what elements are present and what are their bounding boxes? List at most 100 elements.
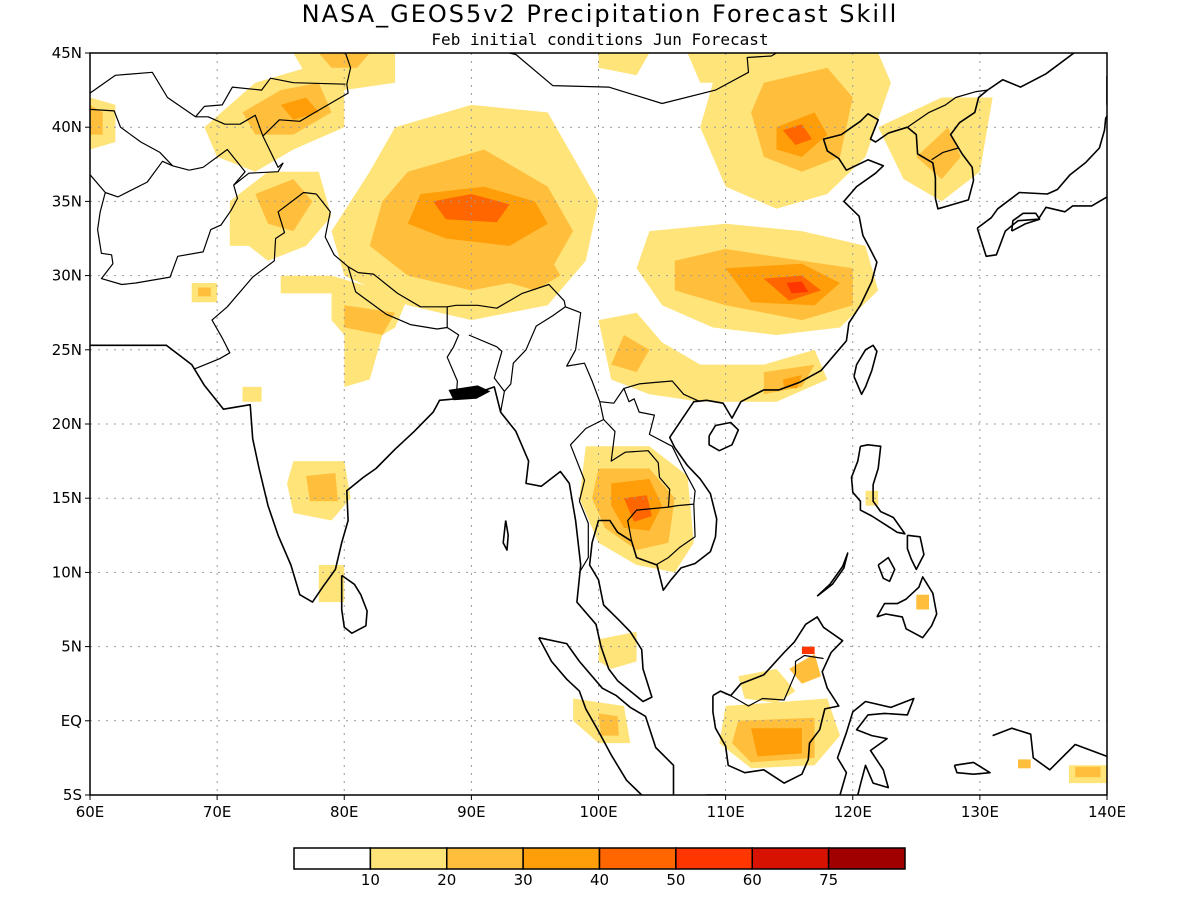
- skill-area-borneo-4: [789, 654, 821, 684]
- skill-area-philippines-indonesia-spots-1: [916, 594, 929, 610]
- coastline-sulawesi: [836, 697, 915, 795]
- skill-area-malay-sumatra-0: [598, 631, 637, 669]
- skill-area-philippines-indonesia-spots-3: [1075, 766, 1101, 778]
- colorbar-label: 60: [743, 871, 762, 889]
- border-laos-vietnam: [623, 388, 696, 508]
- country-borders-layer: [90, 53, 988, 707]
- skill-area-deccan-1: [306, 473, 338, 502]
- skill-area-kazakh-north-0: [293, 53, 396, 91]
- coastline-hainan: [708, 421, 740, 452]
- coastline-hokkaido: [1106, 75, 1107, 105]
- colorbar-swatch-5: [675, 847, 753, 870]
- lat-tick-label: 45N: [52, 44, 82, 62]
- map-subtitle: Feb initial conditions Jun Forecast: [431, 30, 768, 49]
- skill-area-north-india-1: [344, 335, 383, 387]
- lon-tick-label: 80E: [330, 803, 359, 821]
- skill-area-south-china-3: [782, 375, 802, 389]
- coastline-samar-leyte: [906, 534, 925, 571]
- skill-area-india-misc-2: [229, 223, 268, 246]
- colorbar-swatch-2: [446, 847, 524, 870]
- lat-tick-label: 5S: [63, 786, 82, 804]
- colorbar-label: 50: [666, 871, 685, 889]
- coastline-seram: [953, 761, 991, 776]
- skill-area-hindukush-karakoram-1: [255, 179, 313, 232]
- colorbar-swatch-3: [522, 847, 601, 870]
- colorbar-swatch-7: [827, 847, 906, 870]
- skill-area-tibet-east-spot-0: [509, 253, 561, 291]
- lon-tick-label: 140E: [1088, 803, 1126, 821]
- skill-area-kazakh-north-1: [318, 53, 370, 68]
- skill-area-korea-northeast-1: [916, 127, 961, 180]
- skill-area-mainland-southeast-asia-3: [623, 495, 652, 522]
- lat-tick-label: 5N: [61, 638, 82, 656]
- coastline-andaman: [502, 520, 510, 551]
- coastline-sumatra: [538, 636, 675, 795]
- border-myanmar-thailand: [569, 401, 605, 573]
- skill-area-borneo-5: [801, 646, 815, 654]
- map-title: NASA_GEOS5v2 Precipitation Forecast Skil…: [302, 0, 899, 28]
- lat-tick-label: 40N: [52, 118, 82, 136]
- skill-area-philippines-indonesia-spots-4: [1018, 759, 1031, 769]
- coastline-taiwan: [853, 344, 878, 396]
- border-china-kazakh-kyrgyz: [262, 53, 352, 168]
- lon-tick-label: 130E: [961, 803, 999, 821]
- skill-area-philippines-indonesia-spots-0: [865, 490, 879, 506]
- skill-area-india-misc-1: [198, 287, 211, 297]
- lon-tick-label: 110E: [707, 803, 745, 821]
- lon-tick-label: 90E: [457, 803, 486, 821]
- longitude-axis: 60E 70E 80E 90E 100E 110E 120E 130E 140E: [76, 795, 1126, 821]
- border-bangladesh-east: [468, 334, 505, 413]
- border-pakistan-india: [193, 191, 317, 370]
- skill-area-yangtze-basin-4: [786, 281, 809, 294]
- lat-tick-label: 30N: [52, 267, 82, 285]
- colorbar-swatch-4: [598, 847, 677, 870]
- skill-area-borneo-1: [738, 668, 796, 703]
- border-turkmen-uzbek: [90, 108, 174, 167]
- lat-tick-label: 15N: [52, 489, 82, 507]
- border-india-china: [315, 193, 566, 309]
- lat-tick-label: 10N: [52, 563, 82, 581]
- border-laos-thailand: [603, 419, 671, 542]
- border-bangladesh: [446, 326, 460, 399]
- coastline-palawan: [816, 552, 849, 597]
- skill-area-india-misc-3: [280, 275, 332, 294]
- border-borneo-inner: [720, 654, 824, 707]
- skill-area-mongolia-north-0: [598, 53, 650, 76]
- coastline-ganges-delta: [448, 385, 491, 401]
- colorbar-label: 40: [590, 871, 609, 889]
- border-tajik: [189, 148, 246, 186]
- border-tajik-north: [195, 114, 264, 137]
- border-north-south-korea: [931, 147, 959, 161]
- lat-tick-label: EQ: [61, 712, 82, 730]
- skill-area-malay-sumatra-2: [598, 713, 619, 736]
- border-myanmar-china-laos: [565, 306, 701, 404]
- border-china-mongolia: [506, 53, 778, 105]
- skill-area-south-india-0: [318, 565, 345, 603]
- lat-tick-label: 25N: [52, 341, 82, 359]
- coastline-visayas: [877, 556, 896, 583]
- coastline-japan-kyushu-honshu: [976, 114, 1107, 258]
- colorbar-swatch-6: [751, 847, 830, 870]
- border-central-asia-borders: [90, 71, 346, 118]
- border-cambodia-vietnam: [655, 504, 696, 566]
- lon-tick-label: 70E: [203, 803, 232, 821]
- coastline-mindanao: [876, 576, 938, 639]
- border-turkmen-afghan: [105, 160, 190, 198]
- coastline-luzon: [850, 443, 906, 535]
- skill-area-borneo-3: [751, 728, 802, 757]
- coastline-halmahera-new-guinea: [992, 727, 1107, 771]
- skill-area-india-misc-4: [242, 386, 262, 402]
- colorbar-label: 30: [514, 871, 533, 889]
- colorbar-label: 20: [437, 871, 456, 889]
- colorbar-swatch-0: [293, 847, 372, 870]
- colorbar-swatch-1: [369, 847, 448, 870]
- coastline-sri-lanka: [340, 574, 368, 635]
- skill-area-central-asia-2: [280, 97, 319, 120]
- lon-tick-label: 100E: [579, 803, 617, 821]
- latitude-axis: 45N 40N 35N 30N 25N 20N 15N 10N 5N EQ 5S: [52, 44, 90, 804]
- skill-area-north-china-3: [782, 124, 813, 145]
- skill-area-north-india-2: [344, 305, 396, 335]
- lat-tick-label: 35N: [52, 192, 82, 210]
- border-china-north-korea: [907, 89, 988, 128]
- coastline-korea: [906, 53, 1075, 210]
